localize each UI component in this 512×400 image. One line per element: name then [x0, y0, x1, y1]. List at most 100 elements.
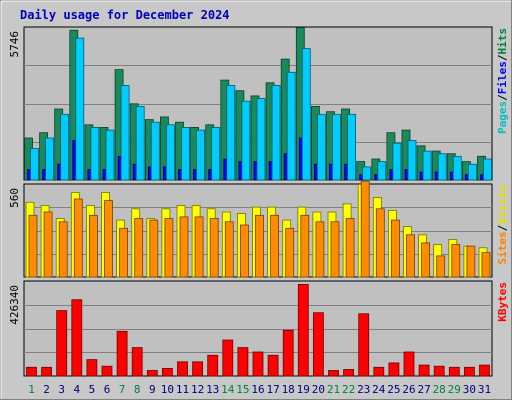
bar-sites-31 — [481, 252, 491, 278]
bar-pages-3 — [60, 113, 70, 181]
bar-sites-25 — [390, 219, 400, 278]
legend-entry: Pages — [496, 101, 509, 134]
bar-sites-15 — [239, 224, 249, 278]
x-tick-label-29: 29 — [448, 383, 461, 396]
bar-pages-7 — [120, 85, 130, 181]
panel-visits-sites: 560 Sites/Visits — [8, 180, 509, 278]
x-tick-label-21: 21 — [327, 383, 340, 396]
x-tick-label-14: 14 — [221, 383, 235, 396]
bar-pages-30 — [467, 163, 477, 181]
legend-entry: KBytes — [496, 282, 509, 322]
bar-sites-18 — [285, 227, 295, 278]
bar-kbytes-28 — [433, 365, 445, 377]
bar-pages-13 — [211, 127, 221, 181]
bar-pages-26 — [407, 140, 417, 181]
legend-entry: / — [496, 224, 509, 231]
bar-kbytes-3 — [56, 310, 68, 377]
bar-kbytes-2 — [41, 366, 52, 377]
bar-kbytes-6 — [101, 365, 113, 377]
bar-kbytes-27 — [418, 364, 430, 377]
x-tick-label-24: 24 — [372, 383, 386, 396]
bar-pages-11 — [181, 127, 190, 181]
bar-kbytes-29 — [448, 366, 460, 377]
legend-entry: / — [496, 94, 509, 101]
bar-sites-10 — [164, 218, 174, 278]
bar-pages-25 — [392, 142, 402, 181]
bar-kbytes-18 — [282, 329, 294, 377]
bar-pages-22 — [347, 113, 357, 181]
bar-kbytes-26 — [403, 351, 415, 377]
bar-pages-19 — [301, 48, 311, 181]
bar-sites-1 — [28, 214, 38, 278]
x-tick-label-27: 27 — [417, 383, 430, 396]
bar-sites-30 — [466, 245, 476, 278]
bar-kbytes-15 — [237, 347, 249, 377]
x-tick-label-11: 11 — [176, 383, 189, 396]
bar-pages-21 — [332, 113, 341, 181]
x-tick-label-18: 18 — [282, 383, 295, 396]
ymax-label: 426340 — [8, 285, 21, 325]
bar-sites-8 — [134, 218, 144, 278]
x-tick-label-4: 4 — [73, 383, 80, 396]
bar-sites-21 — [330, 221, 340, 278]
bar-sites-17 — [270, 214, 280, 278]
x-tick-label-2: 2 — [43, 383, 50, 396]
x-tick-label-10: 10 — [161, 383, 174, 396]
bar-pages-20 — [316, 113, 326, 181]
bar-pages-31 — [483, 158, 492, 181]
bar-sites-3 — [58, 221, 68, 278]
x-tick-label-12: 12 — [191, 383, 204, 396]
bar-kbytes-1 — [26, 366, 37, 377]
bar-pages-17 — [271, 85, 281, 181]
x-tick-label-17: 17 — [266, 383, 279, 396]
legend: Pages/Files/Hits — [496, 28, 509, 134]
x-tick-label-25: 25 — [387, 383, 400, 396]
x-tick-label-7: 7 — [119, 383, 126, 396]
x-axis-labels: 1 2 3 4 5 6 7 8 9 10 11 12 13 14 15 16 17 18 19 20 21 22 23 24 2… — [28, 383, 491, 396]
bar-sites-12 — [194, 216, 204, 278]
bar-kbytes-13 — [207, 354, 219, 377]
bar-sites-19 — [300, 214, 310, 278]
legend-entry: / — [496, 54, 509, 61]
bar-sites-7 — [119, 227, 128, 278]
bar-sites-23 — [360, 180, 370, 278]
x-tick-label-6: 6 — [104, 383, 111, 396]
x-tick-label-16: 16 — [251, 383, 264, 396]
bar-sites-24 — [375, 208, 385, 278]
bar-sites-4 — [73, 198, 83, 278]
bar-pages-15 — [241, 100, 251, 181]
bar-kbytes-9 — [146, 370, 158, 377]
bar-pages-6 — [105, 129, 115, 181]
bar-pages-18 — [286, 71, 296, 181]
x-tick-label-13: 13 — [206, 383, 219, 396]
bar-pages-16 — [256, 98, 266, 181]
chart-panels: 5746Pages/Files/Hits560Sites/Visits42634… — [8, 26, 509, 377]
x-tick-label-5: 5 — [89, 383, 96, 396]
legend: Sites/Visits — [496, 185, 509, 265]
panel-hits-files-pages: 5746 Pages/Files/Hits — [8, 26, 509, 181]
legend-entry: Sites — [496, 231, 509, 264]
ymax-label: 5746 — [8, 31, 21, 58]
x-tick-label-30: 30 — [463, 383, 476, 396]
x-tick-label-28: 28 — [433, 383, 446, 396]
bar-pages-10 — [165, 124, 175, 181]
bar-kbytes-17 — [267, 354, 279, 377]
bar-pages-23 — [362, 166, 372, 181]
bar-sites-28 — [436, 255, 446, 278]
x-tick-label-23: 23 — [357, 383, 370, 396]
bar-sites-5 — [89, 214, 98, 278]
bar-kbytes-31 — [479, 364, 490, 377]
legend: KBytes — [496, 282, 509, 322]
bar-kbytes-20 — [312, 312, 324, 377]
series-pages — [30, 37, 492, 181]
x-tick-label-26: 26 — [402, 383, 415, 396]
x-tick-label-22: 22 — [342, 383, 355, 396]
bar-kbytes-5 — [86, 359, 98, 377]
x-tick-label-9: 9 — [149, 383, 156, 396]
bar-pages-12 — [196, 129, 206, 181]
bar-pages-5 — [90, 127, 100, 181]
bar-kbytes-30 — [463, 366, 475, 377]
bar-sites-16 — [255, 214, 264, 278]
bar-pages-14 — [226, 85, 236, 181]
panel-kbytes: 426340 KBytes — [8, 280, 509, 377]
